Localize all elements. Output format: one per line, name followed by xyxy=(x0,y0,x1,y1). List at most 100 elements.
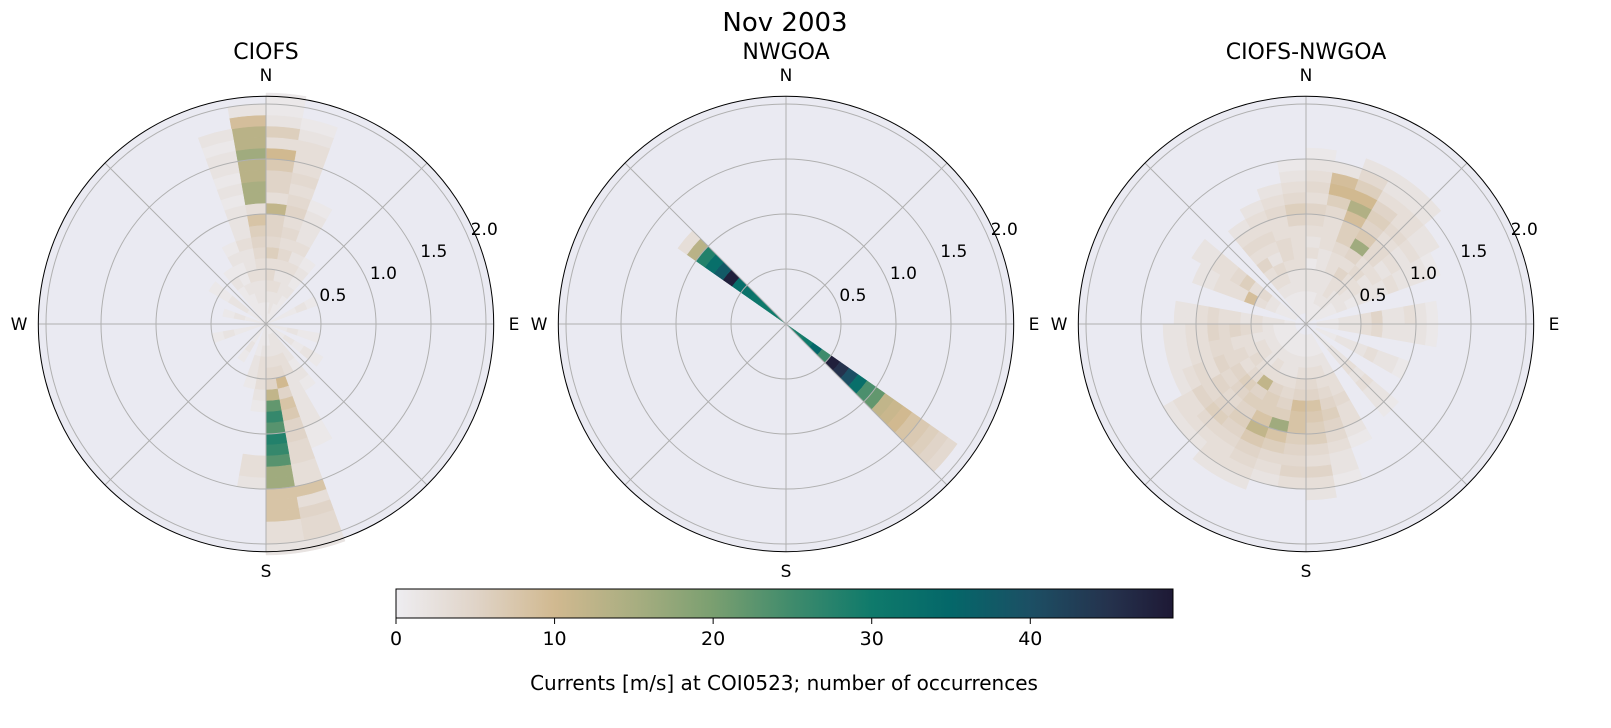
histogram-bin xyxy=(1286,213,1307,227)
histogram-bin xyxy=(1286,421,1307,435)
angular-gridline xyxy=(785,323,948,486)
histogram-bin xyxy=(1424,323,1439,348)
radial-tick-label: 0.5 xyxy=(839,286,866,306)
histogram-bin xyxy=(252,388,267,402)
polar-panel-ciofs-nwgoa: 0.5 1.0 1.5 2.0 N E S W xyxy=(1051,66,1560,582)
histogram-bin xyxy=(265,367,276,380)
histogram-bin xyxy=(197,128,234,149)
polar-spine xyxy=(37,95,495,553)
radial-tick-label: 1.0 xyxy=(1410,264,1437,284)
histogram-bin xyxy=(1278,464,1307,479)
histogram-bin xyxy=(1305,399,1322,413)
polar-panel-nwgoa: 0.5 1.0 1.5 2.0 N E S W xyxy=(531,66,1040,582)
radial-tick-label: 1.0 xyxy=(890,264,917,284)
histogram-bin xyxy=(265,246,280,260)
colorbar-tick-label: 20 xyxy=(701,628,725,650)
compass-label-n: N xyxy=(1300,66,1313,86)
histogram-bin xyxy=(242,191,267,206)
histogram-bin xyxy=(1305,213,1326,227)
angular-gridline xyxy=(265,162,428,325)
histogram-bin xyxy=(265,224,284,238)
histogram-bin xyxy=(1206,323,1220,342)
histogram-bin xyxy=(1305,421,1326,435)
histogram-bin xyxy=(1381,323,1395,340)
histogram-bins xyxy=(197,92,346,556)
histogram-bin xyxy=(265,453,292,468)
histogram-bin xyxy=(1173,323,1188,348)
histogram-bin xyxy=(265,442,290,457)
histogram-bin xyxy=(1280,453,1307,468)
radial-tick-label: 2.0 xyxy=(471,220,498,240)
compass-label-w: W xyxy=(1051,315,1068,335)
histogram-bin xyxy=(248,224,267,238)
angular-gridline xyxy=(265,323,428,486)
angular-gridline xyxy=(104,323,267,486)
radial-tick-label: 0.5 xyxy=(1359,286,1386,306)
angular-gridline xyxy=(104,162,267,325)
histogram-bin xyxy=(1381,308,1395,325)
histogram-bin xyxy=(1305,453,1332,468)
histogram-bin xyxy=(1278,169,1307,184)
histogram-bin xyxy=(1280,180,1307,195)
histogram-bin xyxy=(1206,306,1220,325)
histogram-bin xyxy=(1415,224,1440,253)
histogram-bin xyxy=(1305,367,1316,380)
histogram-bin xyxy=(265,180,292,195)
histogram-bin xyxy=(1173,300,1188,325)
compass-label-e: E xyxy=(1029,315,1040,335)
radial-tick-label: 1.0 xyxy=(370,264,397,284)
histogram-bin xyxy=(1250,323,1263,334)
histogram-bin xyxy=(1403,323,1417,344)
radial-tick-label: 1.5 xyxy=(940,242,967,262)
histogram-bin xyxy=(1292,246,1307,260)
histogram-bin xyxy=(1424,300,1439,325)
polar-spine xyxy=(1077,95,1535,553)
histogram-bin xyxy=(240,180,267,195)
polar-panel-ciofs: 0.5 1.0 1.5 2.0 N E S W xyxy=(11,66,520,582)
histogram-bin xyxy=(1290,399,1307,413)
histogram-bin xyxy=(1239,312,1253,325)
compass-label-e: E xyxy=(509,315,520,335)
histogram-bin xyxy=(1195,323,1209,344)
histogram-bin xyxy=(1392,306,1406,325)
angular-gridline xyxy=(1144,162,1307,325)
colorbar-gradient xyxy=(395,588,1174,619)
panel-title-nwgoa: NWGOA xyxy=(742,40,829,65)
histogram-bin xyxy=(1305,224,1324,238)
histogram-bin xyxy=(300,117,338,139)
panel-title-ciofs: CIOFS xyxy=(233,40,298,65)
histogram-bin xyxy=(1282,191,1307,206)
angular-gridline xyxy=(1305,162,1468,325)
histogram-bin xyxy=(237,348,250,363)
histogram-bin xyxy=(252,246,267,260)
radial-tick-label: 1.5 xyxy=(420,242,447,262)
polar-spine xyxy=(557,95,1015,553)
histogram-bin xyxy=(265,169,294,184)
histogram-bin xyxy=(1370,323,1384,338)
histogram-bin xyxy=(1305,410,1324,424)
histogram-bin xyxy=(298,256,316,274)
histogram-bin xyxy=(1305,388,1320,402)
compass-label-n: N xyxy=(260,66,273,86)
histogram-bin xyxy=(1290,235,1307,249)
histogram-bin xyxy=(240,453,267,468)
histogram-bin xyxy=(265,410,284,424)
compass-label-w: W xyxy=(531,315,548,335)
histogram-bin xyxy=(265,421,286,435)
compass-label-w: W xyxy=(11,315,28,335)
angular-gridline xyxy=(1305,323,1468,486)
histogram-bin xyxy=(250,235,267,249)
compass-label-e: E xyxy=(1549,315,1560,335)
histogram-bin xyxy=(1305,464,1334,479)
histogram-bin xyxy=(246,213,267,227)
histogram-bin xyxy=(265,213,286,227)
angular-gridline xyxy=(624,323,787,486)
histogram-bin xyxy=(265,464,294,479)
histogram-bin xyxy=(1305,377,1318,391)
histogram-bin xyxy=(1250,314,1263,325)
radial-tick-label: 2.0 xyxy=(991,220,1018,240)
histogram-bin xyxy=(1359,312,1373,325)
histogram-bin xyxy=(1288,410,1307,424)
histogram-bin xyxy=(1305,169,1334,184)
